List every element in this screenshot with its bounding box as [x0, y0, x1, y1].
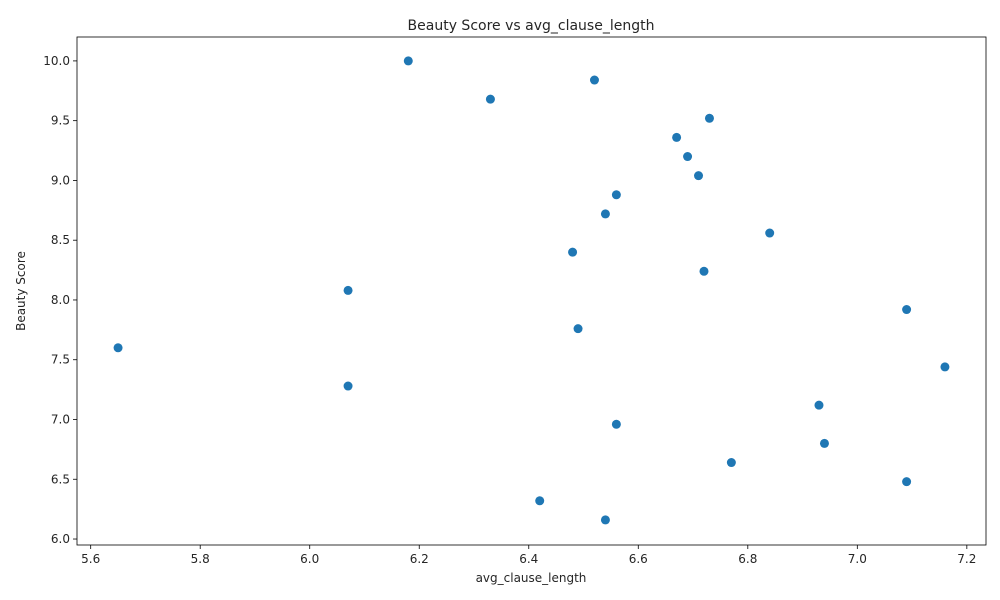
- x-tick-label: 6.6: [629, 552, 648, 566]
- scatter-point: [611, 190, 621, 200]
- y-tick-label: 7.0: [51, 412, 70, 426]
- chart-title: Beauty Score vs avg_clause_length: [408, 18, 655, 34]
- y-tick-label: 8.5: [51, 233, 70, 247]
- scatter-point: [589, 75, 599, 85]
- scatter-point: [940, 362, 950, 372]
- x-tick-label: 6.0: [300, 552, 319, 566]
- y-tick-label: 9.5: [51, 114, 70, 128]
- x-tick-label: 5.6: [81, 552, 100, 566]
- data-points: [113, 56, 950, 525]
- y-tick-label: 9.0: [51, 173, 70, 187]
- scatter-point: [485, 94, 495, 104]
- scatter-point: [600, 515, 610, 525]
- scatter-point: [343, 381, 353, 391]
- x-tick-label: 5.8: [191, 552, 210, 566]
- x-axis-ticks: 5.6 5.8 6.0 6.2 6.4 6.6 6.8 7.0 7.2: [81, 545, 976, 566]
- scatter-point: [573, 324, 583, 334]
- scatter-point: [819, 438, 829, 448]
- y-tick-label: 6.0: [51, 532, 70, 546]
- y-tick-label: 6.5: [51, 472, 70, 486]
- scatter-point: [600, 209, 610, 219]
- x-tick-label: 7.0: [848, 552, 867, 566]
- y-axis-ticks: 6.0 6.5 7.0 7.5 8.0 8.5 9.0 9.5 10.0: [43, 54, 77, 546]
- x-axis-label: avg_clause_length: [476, 571, 587, 585]
- scatter-point: [672, 132, 682, 142]
- scatter-point: [902, 477, 912, 487]
- y-tick-label: 8.0: [51, 293, 70, 307]
- scatter-point: [535, 496, 545, 506]
- x-tick-label: 6.2: [410, 552, 429, 566]
- scatter-point: [113, 343, 123, 353]
- scatter-point: [403, 56, 413, 66]
- scatter-point: [726, 458, 736, 468]
- x-tick-label: 7.2: [957, 552, 976, 566]
- scatter-point: [699, 266, 709, 276]
- scatter-point: [902, 305, 912, 315]
- y-tick-label: 10.0: [43, 54, 70, 68]
- scatter-point: [568, 247, 578, 257]
- x-tick-label: 6.8: [738, 552, 757, 566]
- scatter-point: [343, 285, 353, 295]
- x-tick-label: 6.4: [519, 552, 538, 566]
- plot-frame: [76, 36, 987, 546]
- scatter-point: [683, 152, 693, 162]
- y-axis-label: Beauty Score: [14, 251, 28, 331]
- scatter-point: [765, 228, 775, 238]
- scatter-point: [611, 419, 621, 429]
- scatter-point: [704, 113, 714, 123]
- scatter-point: [814, 400, 824, 410]
- scatter-point: [694, 171, 704, 181]
- y-tick-label: 7.5: [51, 353, 70, 367]
